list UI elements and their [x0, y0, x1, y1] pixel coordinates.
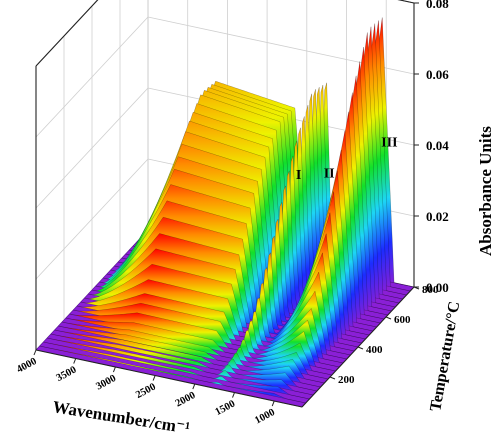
x-tick-mark [73, 358, 77, 364]
x-tick-label: 1500 [213, 399, 237, 419]
spectrum-slice [43, 341, 310, 400]
y-tick-mark [329, 376, 336, 380]
spectrum-slice [47, 337, 314, 396]
x-tick-label: 3500 [55, 365, 79, 385]
peak-label-3: III [381, 135, 397, 150]
data-surface [39, 17, 415, 404]
peak-label-1: I [296, 168, 301, 183]
z-tick-label: 0.00 [426, 280, 449, 295]
x-axis-line [35, 349, 303, 408]
y-tick-label: 400 [366, 344, 383, 356]
x-tick-label: 3000 [94, 373, 118, 393]
x-tick-label: 2500 [134, 382, 158, 402]
peak-label-2: II [324, 166, 335, 181]
x-axis-title: Wavenumber/cm⁻¹ [51, 397, 191, 437]
y-tick-mark [357, 346, 364, 350]
x-tick-label: 4000 [15, 356, 39, 376]
z-tick-label: 0.08 [426, 0, 449, 11]
spectrum-slice [39, 345, 306, 404]
z-tick-label: 0.02 [426, 209, 449, 224]
z-axis-title: Absorbance Units [476, 126, 495, 256]
y-tick-label: 200 [338, 374, 355, 386]
z-tick-label: 0.04 [426, 138, 449, 153]
y-axis-title: Temperature/°C [427, 300, 463, 413]
spectrum-slice [58, 325, 325, 384]
x-tick-mark [112, 366, 116, 373]
x-tick-label: 1000 [253, 407, 277, 427]
y-tick-label: 800 [422, 284, 439, 296]
x-tick-mark [192, 383, 196, 390]
x-tick-label: 2000 [174, 390, 198, 410]
z-tick-label: 0.06 [426, 67, 449, 82]
top-side-edge [35, 0, 99, 67]
spectrum-slice [54, 329, 321, 388]
spectrum-slice [50, 333, 317, 392]
x-tick-mark [33, 349, 37, 356]
x-tick-mark [271, 400, 275, 407]
x-tick-mark [232, 392, 235, 398]
y-tick-mark [385, 316, 392, 320]
y-tick-label: 600 [394, 314, 411, 326]
x-tick-mark [152, 375, 156, 381]
